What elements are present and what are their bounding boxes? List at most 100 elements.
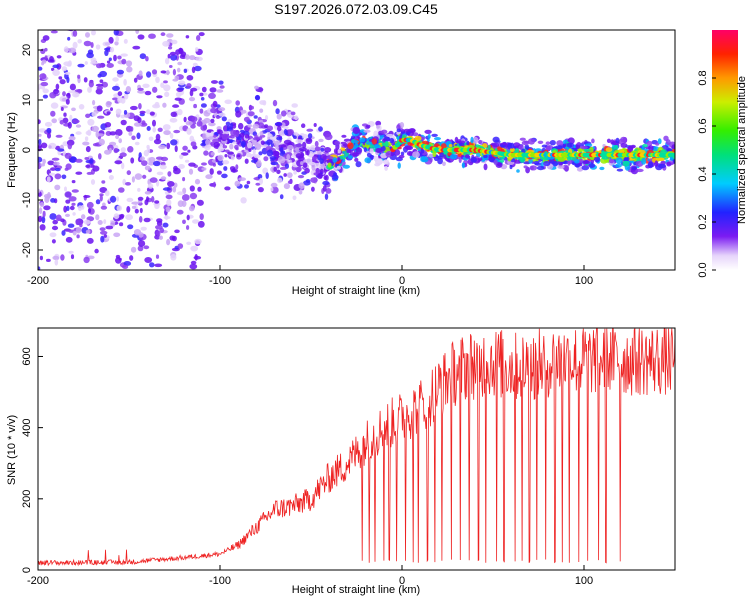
spectrogram-cell (489, 156, 496, 163)
spectrogram-cell (139, 207, 143, 214)
spectrogram-cell (545, 146, 551, 151)
spectrogram-cell (616, 168, 624, 172)
spectrogram-cell (91, 30, 96, 36)
spectrogram-cell (53, 88, 59, 95)
spectrogram-cell (169, 117, 178, 123)
spectrogram-cell (322, 180, 330, 186)
spectrogram-cell (615, 163, 622, 168)
spectrogram-cell (666, 161, 672, 167)
spectrogram-cell (384, 140, 389, 148)
spectrogram-x-tick-label: -200 (27, 275, 49, 287)
spectrogram-cell (478, 139, 483, 145)
spectrogram-cell (186, 225, 190, 230)
snr-y-tick-label: 400 (21, 418, 33, 436)
spectrogram-cell (234, 144, 239, 150)
spectrogram-cell (50, 167, 56, 171)
spectrogram-cell (107, 144, 114, 151)
spectrogram-cell (186, 241, 192, 245)
spectrogram-cell (277, 177, 283, 184)
spectrogram-cell (405, 145, 414, 151)
spectrogram-cell (67, 223, 75, 228)
spectrogram-cell (50, 198, 56, 203)
spectrogram-cell (162, 40, 170, 47)
spectrogram-cell (396, 128, 401, 133)
spectrogram-cell (169, 235, 176, 241)
snr-panel: -200 -100 0 100 0 200 400 600 Height of straig… (6, 327, 676, 596)
spectrogram-cell (210, 118, 215, 124)
spectrogram-cell (160, 176, 167, 181)
spectrogram-cell (172, 104, 180, 108)
spectrogram-cell (104, 122, 112, 128)
spectrogram-cell (200, 125, 207, 131)
spectrogram-cell (641, 157, 647, 165)
snr-series-line (38, 328, 675, 567)
spectrogram-cell (119, 222, 124, 227)
spectrogram-cell (42, 35, 50, 41)
spectrogram-cell (126, 206, 131, 213)
spectrogram-cell (151, 196, 155, 203)
spectrogram-cell (44, 196, 50, 203)
spectrogram-cell (606, 138, 611, 143)
spectrogram-cell (139, 53, 147, 60)
spectrogram-cell (259, 108, 264, 113)
spectrogram-cell (334, 140, 341, 146)
spectrogram-cell (201, 162, 207, 166)
spectrogram-cell (510, 142, 515, 149)
spectrogram-cell (278, 144, 287, 148)
spectrogram-cell (574, 158, 580, 164)
spectrogram-cell (189, 263, 198, 270)
spectrogram-cell (133, 77, 138, 83)
spectrogram-cell (208, 122, 216, 127)
spectrogram-cell (352, 127, 361, 134)
spectrogram-cell (175, 92, 182, 97)
spectrogram-cell (487, 144, 491, 150)
spectrogram-cell (270, 187, 274, 192)
spectrogram-cell (52, 255, 60, 260)
spectrogram-cell (210, 152, 215, 156)
spectrogram-cell (298, 182, 305, 189)
spectrogram-cell (184, 159, 190, 163)
spectrogram-cell (85, 113, 91, 119)
spectrogram-cell (202, 133, 207, 140)
spectrogram-cell (647, 161, 654, 169)
spectrogram-cell (557, 157, 566, 162)
spectrogram-cell (183, 116, 187, 123)
spectrogram-cell (477, 157, 483, 161)
spectrogram-cell (39, 202, 45, 207)
spectrogram-cell (218, 107, 226, 112)
spectrogram-ridge-cell (672, 152, 675, 158)
spectrogram-cell (258, 151, 263, 156)
spectrogram-cell (296, 143, 303, 148)
spectrogram-cell (144, 165, 151, 171)
spectrogram-cell (138, 232, 144, 238)
spectrogram-cell (137, 187, 141, 192)
spectrogram-cell (109, 46, 115, 53)
spectrogram-cell (131, 21, 136, 27)
spectrogram-cell (97, 115, 105, 119)
spectrogram-cell (46, 176, 51, 183)
spectrogram-cell (144, 199, 149, 206)
spectrogram-cell (192, 219, 200, 224)
spectrogram-cell (249, 105, 254, 110)
spectrogram-cell (162, 102, 167, 108)
spectrogram-cell (123, 78, 127, 86)
spectrogram-cell (153, 160, 161, 167)
spectrogram-cell (121, 58, 127, 65)
spectrogram-cell (306, 149, 310, 156)
spectrogram-cell (162, 187, 171, 191)
spectrogram-cell (146, 126, 151, 131)
spectrogram-cell (137, 196, 144, 201)
spectrogram-cell (199, 92, 204, 97)
spectrogram-cell (61, 66, 68, 72)
spectrogram-cell (72, 30, 78, 37)
spectrogram-cell (280, 146, 284, 153)
spectrogram-cell (420, 148, 425, 154)
spectrogram-cell (86, 201, 94, 209)
spectrogram-cell (283, 139, 292, 145)
spectrogram-cell (237, 154, 241, 158)
spectrogram-cell (188, 97, 196, 102)
spectrogram-cell (96, 133, 105, 137)
spectrogram-cell (461, 162, 465, 169)
spectrogram-cell (112, 97, 119, 101)
spectrogram-cell (86, 237, 94, 244)
